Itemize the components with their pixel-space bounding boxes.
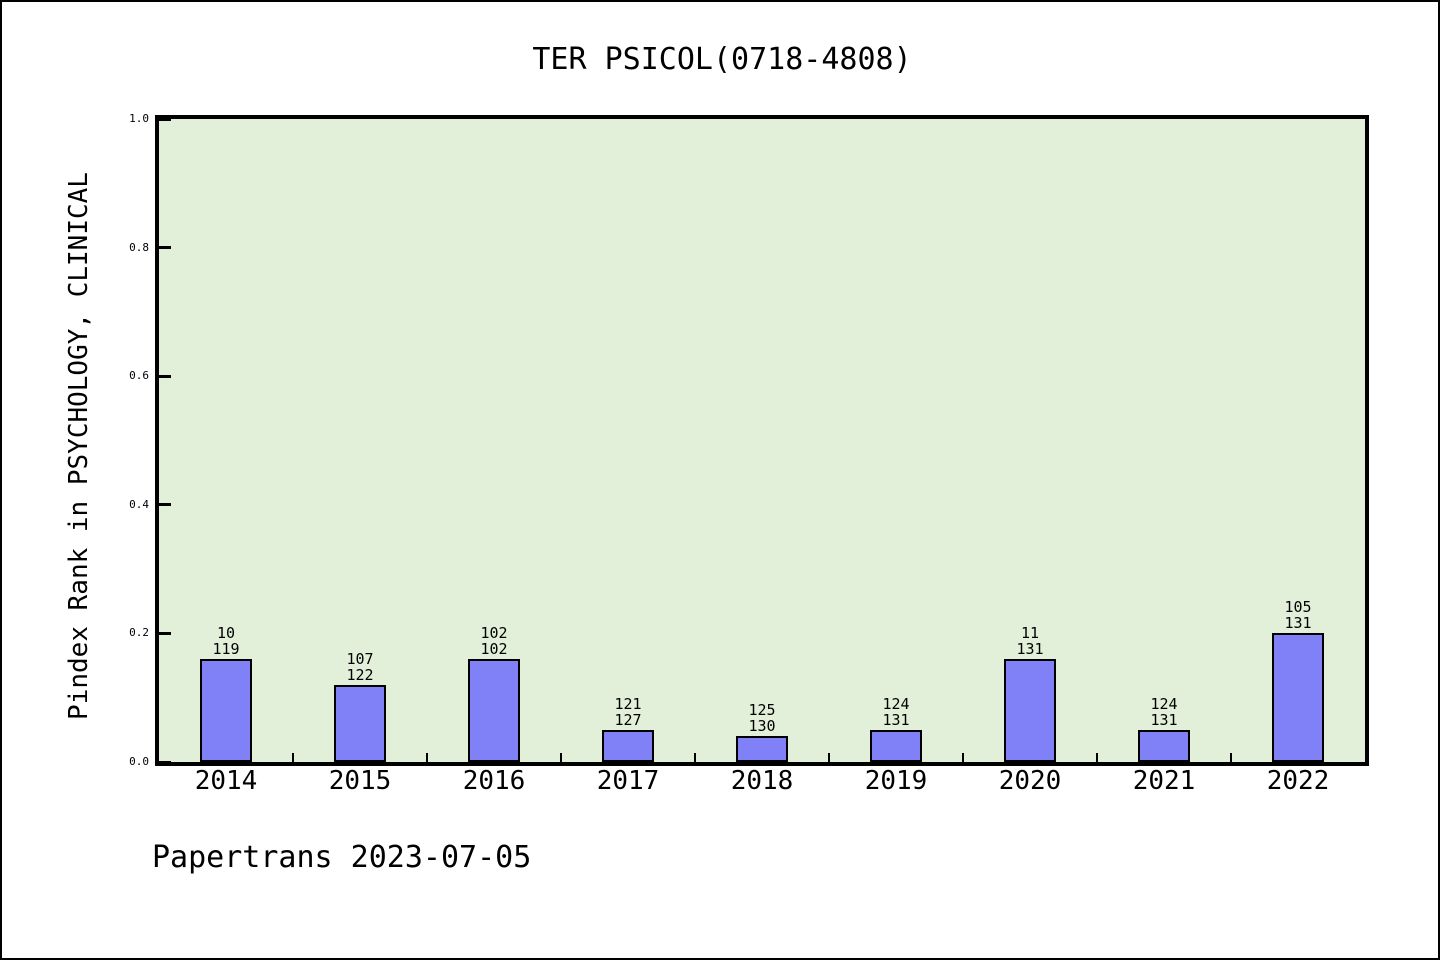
- y-tick-label: 0.0: [129, 755, 149, 768]
- bar-annotation-rank: 124: [882, 694, 910, 713]
- x-tick-label-2022: 2022: [1266, 766, 1330, 796]
- x-axis-tick-marks: [159, 119, 1365, 762]
- x-tick-mark: [694, 753, 696, 762]
- x-tick-label-2018: 2018: [730, 766, 794, 796]
- y-tick-mark: [159, 631, 171, 635]
- x-tick-label-2016: 2016: [462, 766, 526, 796]
- y-tick-mark: [159, 246, 171, 250]
- bar-annotation-total: 102: [480, 640, 508, 659]
- bar-annotation-rank: 10: [216, 624, 236, 643]
- bar-2014: [200, 659, 252, 762]
- bar-annotation-rank: 11: [1020, 624, 1040, 643]
- bar-annotation: 124 131: [836, 696, 956, 728]
- bar-annotation: 107 122: [300, 651, 420, 683]
- x-tick-mark: [1230, 753, 1232, 762]
- y-tick-mark: [159, 760, 171, 764]
- y-tick-label: 1.0: [129, 112, 149, 125]
- y-axis-tick-marks: [159, 117, 1365, 764]
- y-tick-label: 0.6: [129, 369, 149, 383]
- bar-2020: [1004, 659, 1056, 762]
- x-tick-mark: [426, 753, 428, 762]
- bar-annotation-total: 131: [882, 710, 910, 729]
- bar-annotation-rank: 124: [1150, 694, 1178, 713]
- bar-2021: [1138, 729, 1190, 762]
- x-tick-mark: [828, 753, 830, 762]
- y-tick-mark: [159, 503, 171, 507]
- chart-title: TER PSICOL(0718-4808): [532, 42, 912, 77]
- bar-2016: [468, 659, 520, 762]
- bar-annotation: 124 131: [1104, 696, 1224, 728]
- bar-annotation: 10 119: [166, 625, 286, 657]
- bar-annotation-total: 131: [1284, 614, 1312, 633]
- bar-2017: [602, 729, 654, 762]
- bar-annotation-rank: 121: [614, 694, 642, 713]
- bar-annotation: 121 127: [568, 696, 688, 728]
- plot-area: [155, 115, 1369, 766]
- bar-2018: [736, 736, 788, 762]
- x-axis-labels: 2014 2015 2016 2017 2018 2019 2020 2021 2022: [159, 766, 1365, 800]
- bar-annotation-rank: 105: [1284, 598, 1312, 617]
- y-tick-label: 0.8: [129, 240, 149, 254]
- x-tick-label-2021: 2021: [1132, 766, 1196, 796]
- bar-annotation: 11 131: [970, 625, 1090, 657]
- bar-annotation-total: 130: [748, 717, 776, 736]
- bar-annotation-total: 131: [1016, 640, 1044, 659]
- x-tick-mark: [560, 753, 562, 762]
- y-tick-label: 0.4: [129, 497, 149, 511]
- x-tick-label-2015: 2015: [328, 766, 392, 796]
- bar-2022: [1272, 633, 1324, 762]
- x-tick-label-2014: 2014: [194, 766, 258, 796]
- bar-2015: [334, 684, 386, 762]
- x-tick-label-2017: 2017: [596, 766, 660, 796]
- y-tick-mark: [159, 117, 171, 121]
- bar-annotation-total: 122: [346, 665, 374, 684]
- bars-layer: 10 119 107 122 102 102 121 127 125 130 124 131 11 131…: [159, 119, 1365, 762]
- bar-annotation: 102 102: [434, 625, 554, 657]
- caption: Papertrans 2023-07-05: [152, 840, 532, 875]
- x-tick-label-2019: 2019: [864, 766, 928, 796]
- y-axis-tick-labels: 0.0 0.2 0.4 0.6 0.8 1.0: [2, 112, 149, 768]
- bar-annotation-total: 131: [1150, 710, 1178, 729]
- x-tick-mark: [1096, 753, 1098, 762]
- bar-annotation: 125 130: [702, 702, 822, 734]
- bar-annotation-total: 127: [614, 710, 642, 729]
- bar-annotation: 105 131: [1238, 599, 1358, 631]
- x-tick-label-2020: 2020: [998, 766, 1062, 796]
- bar-annotation-rank: 107: [346, 649, 374, 668]
- bar-annotation-rank: 102: [480, 624, 508, 643]
- bar-annotation-rank: 125: [748, 701, 776, 720]
- x-tick-mark: [292, 753, 294, 762]
- y-tick-mark: [159, 374, 171, 378]
- bar-annotation-total: 119: [212, 640, 240, 659]
- bar-2019: [870, 729, 922, 762]
- x-tick-mark: [962, 753, 964, 762]
- y-tick-label: 0.2: [129, 626, 149, 640]
